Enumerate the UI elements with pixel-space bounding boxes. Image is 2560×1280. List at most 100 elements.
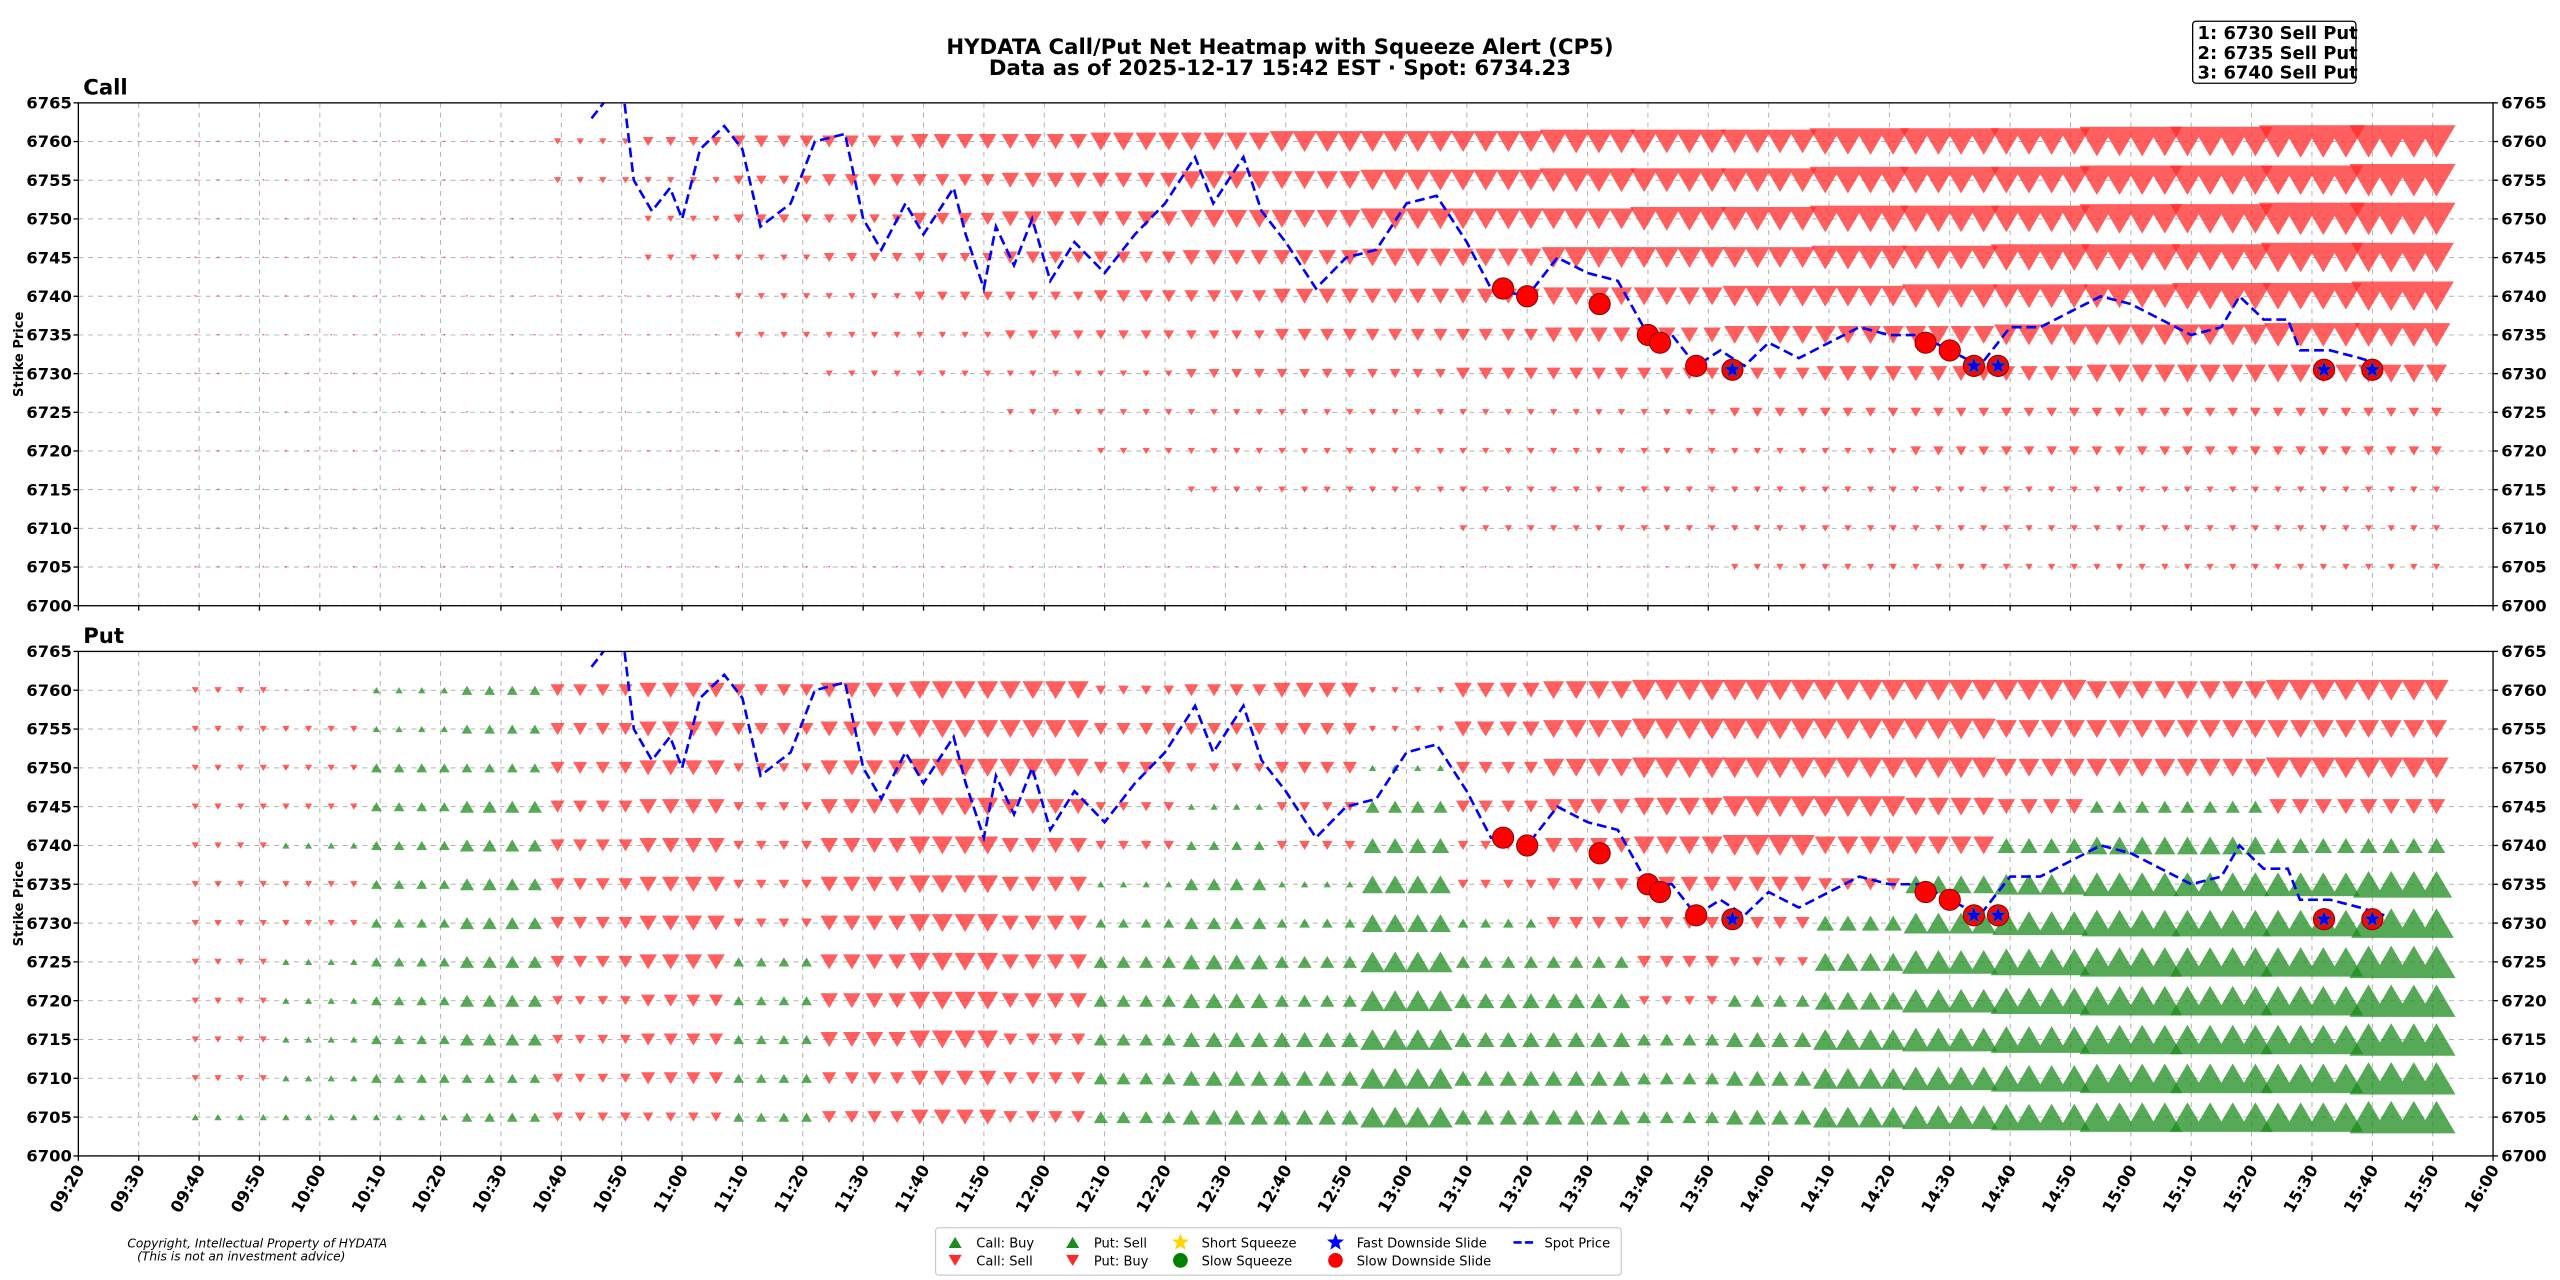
heat-cell — [640, 994, 724, 1007]
heat-cell — [733, 1034, 812, 1045]
heat-cell — [2079, 204, 2183, 234]
heat-cell — [1544, 1070, 1631, 1086]
clip-group — [590, 651, 2385, 931]
heat-cell — [1003, 1033, 1086, 1046]
alert-marker — [1685, 354, 1708, 377]
heat-cell — [1182, 1109, 1269, 1125]
heat-cell — [1637, 955, 1720, 968]
heat-cell — [2265, 679, 2359, 701]
heat-cell — [914, 291, 994, 301]
heat-cell — [2091, 446, 2171, 456]
heat-cell — [1905, 797, 1995, 816]
y-tick-label: 6710 — [2501, 1069, 2546, 1088]
heat-cell — [1990, 166, 2090, 194]
heat-cell — [371, 802, 450, 812]
heat-cell — [1273, 682, 1359, 698]
heat-cell — [2265, 757, 2359, 779]
y-tick-label: 6705 — [26, 1108, 71, 1127]
heat-cell — [2349, 945, 2456, 979]
heat-cell — [1360, 990, 1453, 1012]
heat-cell — [461, 685, 541, 695]
heat-cell — [2349, 163, 2456, 197]
legend-label: Fast Downside Slide — [1357, 1236, 1487, 1251]
heat-cell — [2091, 407, 2171, 417]
heat-cell — [1637, 1033, 1720, 1046]
alert-marker — [1722, 908, 1743, 928]
legend-marker — [948, 1236, 962, 1248]
heat-cell — [1454, 993, 1540, 1009]
heat-cell — [1093, 1033, 1176, 1046]
y-tick-label: 6715 — [2501, 1030, 2546, 1049]
y-tick-label: 6700 — [2501, 596, 2546, 615]
heat-cell — [910, 1070, 997, 1086]
heat-cell — [1543, 720, 1633, 738]
y-tick-label: 6700 — [26, 596, 71, 615]
legend-label: Spot Price — [1544, 1236, 1610, 1251]
heat-cell — [820, 876, 906, 892]
heat-cell — [1990, 205, 2090, 233]
y-tick-label: 6735 — [26, 875, 71, 894]
alert-marker — [1588, 292, 1611, 316]
heat-cell — [1543, 681, 1633, 700]
heat-cell — [2000, 407, 2080, 417]
heat-cell — [2260, 242, 2364, 273]
heat-cell — [640, 1072, 724, 1085]
heat-cell — [1637, 367, 1720, 380]
heat-cell — [1273, 288, 1359, 304]
heat-cell — [1360, 1106, 1453, 1128]
y-tick-label: 6730 — [2501, 914, 2546, 933]
heat-cell — [1093, 1072, 1176, 1085]
heat-cell — [2176, 681, 2266, 700]
heat-cell — [2086, 720, 2176, 738]
heat-cell — [2359, 799, 2446, 815]
heat-cell — [550, 917, 633, 930]
heat-cell — [733, 879, 812, 889]
heat-cell — [1990, 1026, 2090, 1053]
heat-cell — [1455, 367, 1539, 380]
heat-cell — [820, 682, 906, 698]
y-tick-label: 6700 — [26, 1147, 71, 1166]
heat-cell — [1360, 951, 1453, 973]
heat-cell — [733, 763, 812, 773]
y-tick-label: 6765 — [2501, 642, 2546, 661]
heat-cell — [1905, 836, 1995, 855]
heat-cell — [2363, 446, 2442, 456]
heat-cell — [2173, 872, 2270, 897]
heat-cell — [2170, 204, 2273, 234]
legend-label: Call: Buy — [976, 1236, 1034, 1251]
y-tick-label: 6750 — [26, 759, 71, 778]
heat-cell — [820, 915, 906, 931]
heat-cell — [1994, 679, 2087, 701]
heat-cell — [1273, 1070, 1359, 1086]
heat-cell — [2356, 679, 2449, 701]
heat-cell — [2351, 281, 2454, 312]
heat-cell — [1995, 720, 2085, 738]
heat-cell — [1001, 954, 1088, 970]
heat-cell — [823, 253, 903, 263]
panel-title: Call — [83, 76, 127, 101]
heat-cell — [914, 253, 994, 263]
y-tick-label: 6740 — [2501, 836, 2546, 855]
y-tick-label: 6755 — [26, 171, 71, 190]
y-tick-label: 6765 — [26, 94, 71, 113]
legend-label: Call: Sell — [976, 1254, 1032, 1269]
heat-cell — [731, 723, 814, 736]
heat-cell — [2171, 909, 2272, 937]
heat-cell — [2260, 947, 2364, 977]
heat-cell — [733, 996, 812, 1006]
legend-label: Slow Squeeze — [1202, 1254, 1292, 1269]
heat-cell — [1546, 367, 1629, 380]
heat-cell — [1274, 955, 1357, 968]
alert-marker — [1491, 826, 1515, 849]
heat-cell — [733, 802, 812, 812]
heat-cell — [1541, 208, 1634, 230]
alert-marker — [1588, 842, 1611, 865]
heat-cell — [820, 954, 906, 970]
heat-cell — [909, 681, 999, 700]
heat-cell — [1184, 684, 1267, 697]
heat-cell — [1276, 840, 1356, 851]
heat-cell — [2086, 758, 2176, 777]
y-tick-label: 6745 — [26, 797, 71, 816]
alert-marker — [1648, 880, 1672, 904]
heat-cell — [1544, 1032, 1631, 1047]
